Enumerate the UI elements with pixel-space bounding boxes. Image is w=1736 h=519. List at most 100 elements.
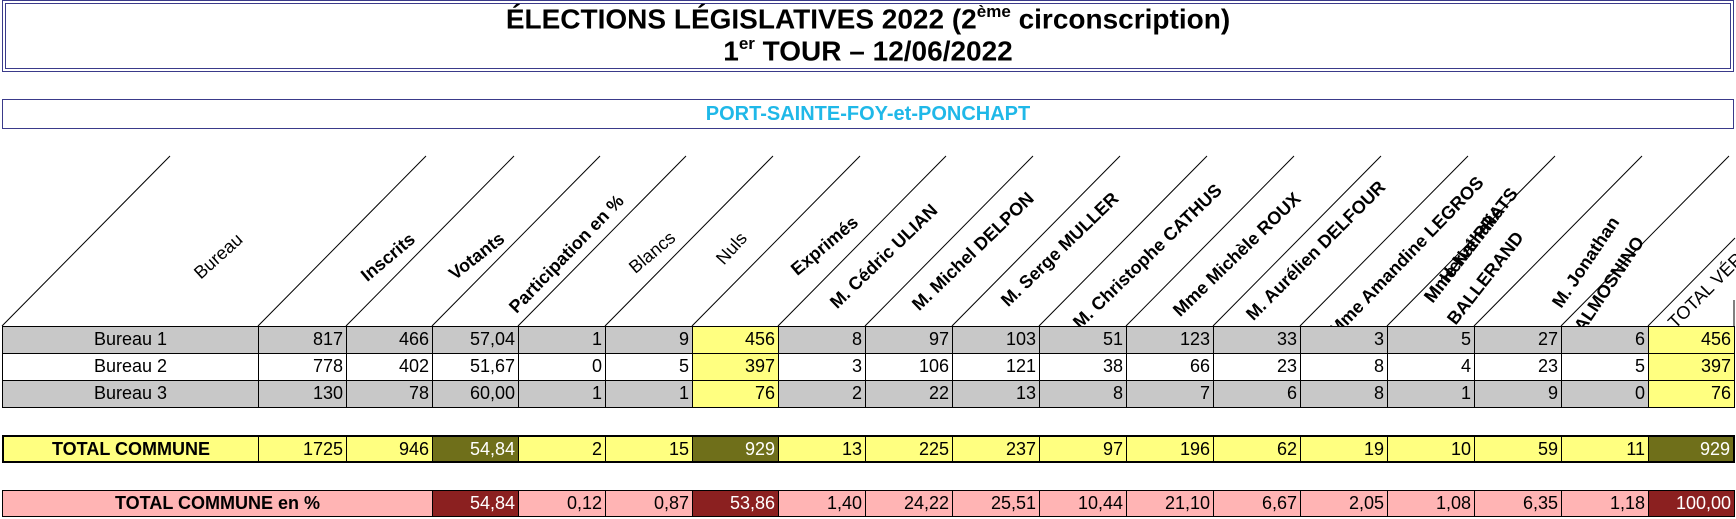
table-cell: 1 — [518, 326, 606, 354]
table-cell: 4 — [1387, 353, 1475, 381]
percent-cell: 1,08 — [1387, 490, 1475, 517]
header-divider-line — [1, 155, 171, 327]
total-cell: 97 — [1039, 435, 1127, 463]
table-cell: 778 — [258, 353, 347, 381]
column-header: Bureau — [190, 229, 247, 283]
total-cell: 946 — [346, 435, 433, 463]
column-header: Exprimés — [787, 211, 862, 280]
table-cell: 23 — [1474, 353, 1562, 381]
table-cell: 0 — [1561, 380, 1649, 408]
title-line-1: ÉLECTIONS LÉGISLATIVES 2022 (2ème circon… — [505, 2, 1231, 35]
total-cell: 929 — [692, 435, 779, 463]
total-cell: 2 — [518, 435, 606, 463]
percent-cell: 10,44 — [1039, 490, 1127, 517]
table-cell: 76 — [692, 380, 779, 408]
table-cell: 121 — [952, 353, 1040, 381]
total-cell: 237 — [952, 435, 1040, 463]
table-cell: 2 — [778, 380, 866, 408]
table-cell: 1 — [605, 380, 693, 408]
title-line-2: 1er TOUR – 12/06/2022 — [723, 34, 1013, 67]
percent-label: TOTAL COMMUNE en % — [2, 490, 433, 517]
total-cell: 15 — [605, 435, 693, 463]
table-cell: 8 — [1300, 380, 1388, 408]
table-cell: 103 — [952, 326, 1040, 354]
percent-cell: 25,51 — [952, 490, 1040, 517]
table-cell: 7 — [1126, 380, 1214, 408]
table-cell: 817 — [258, 326, 347, 354]
column-header: TOTAL VÉRIF — [1664, 237, 1736, 333]
column-header: Participation en % — [505, 190, 628, 317]
total-cell: 1725 — [258, 435, 347, 463]
percent-cell: 24,22 — [865, 490, 953, 517]
table-cell: 130 — [258, 380, 347, 408]
table-cell: 0 — [518, 353, 606, 381]
column-header: Votants — [445, 228, 509, 284]
total-cell: 225 — [865, 435, 953, 463]
table-cell: 397 — [1648, 353, 1735, 381]
table-cell: 8 — [1039, 380, 1127, 408]
title-box: ÉLECTIONS LÉGISLATIVES 2022 (2ème circon… — [2, 0, 1734, 72]
table-cell: 1 — [518, 380, 606, 408]
table-cell: 3 — [1300, 326, 1388, 354]
table-cell: 57,04 — [432, 326, 519, 354]
table-cell: 6 — [1213, 380, 1301, 408]
table-cell: 23 — [1213, 353, 1301, 381]
table-cell: 106 — [865, 353, 953, 381]
table-cell: 397 — [692, 353, 779, 381]
table-cell: 402 — [346, 353, 433, 381]
percent-cell: 0,87 — [605, 490, 693, 517]
percent-cell: 6,35 — [1474, 490, 1562, 517]
table-cell: 456 — [692, 326, 779, 354]
total-cell: 59 — [1474, 435, 1562, 463]
total-cell: 62 — [1213, 435, 1301, 463]
table-cell: 27 — [1474, 326, 1562, 354]
table-cell: 5 — [605, 353, 693, 381]
table-cell: 76 — [1648, 380, 1735, 408]
total-cell: 54,84 — [432, 435, 519, 463]
percent-cell: 100,00 — [1648, 490, 1735, 517]
total-cell: 13 — [778, 435, 866, 463]
column-header: Blancs — [625, 227, 680, 278]
table-cell: 6 — [1561, 326, 1649, 354]
table-cell: 51 — [1039, 326, 1127, 354]
percent-cell: 6,67 — [1213, 490, 1301, 517]
total-cell: 19 — [1300, 435, 1388, 463]
table-cell: 51,67 — [432, 353, 519, 381]
table-cell: 5 — [1561, 353, 1649, 381]
total-label: TOTAL COMMUNE — [2, 435, 259, 463]
table-cell: 60,00 — [432, 380, 519, 408]
percent-cell: 1,40 — [778, 490, 866, 517]
percent-cell: 2,05 — [1300, 490, 1388, 517]
total-cell: 10 — [1387, 435, 1475, 463]
column-header: Nuls — [712, 228, 751, 269]
table-cell: 123 — [1126, 326, 1214, 354]
row-label: Bureau 2 — [2, 353, 259, 381]
table-cell: 13 — [952, 380, 1040, 408]
total-cell: 11 — [1561, 435, 1649, 463]
table-cell: 78 — [346, 380, 433, 408]
table-cell: 466 — [346, 326, 433, 354]
row-label: Bureau 1 — [2, 326, 259, 354]
commune-name: PORT-SAINTE-FOY-et-PONCHAPT — [2, 99, 1734, 129]
percent-cell: 54,84 — [432, 490, 519, 517]
table-cell: 3 — [778, 353, 866, 381]
percent-cell: 53,86 — [692, 490, 779, 517]
table-cell: 9 — [1474, 380, 1562, 408]
total-cell: 196 — [1126, 435, 1214, 463]
percent-cell: 1,18 — [1561, 490, 1649, 517]
percent-cell: 0,12 — [518, 490, 606, 517]
table-cell: 22 — [865, 380, 953, 408]
table-cell: 1 — [1387, 380, 1475, 408]
table-cell: 456 — [1648, 326, 1735, 354]
table-cell: 9 — [605, 326, 693, 354]
table-cell: 38 — [1039, 353, 1127, 381]
row-label: Bureau 3 — [2, 380, 259, 408]
table-cell: 97 — [865, 326, 953, 354]
table-cell: 5 — [1387, 326, 1475, 354]
column-header: Inscrits — [357, 228, 419, 286]
total-cell: 929 — [1648, 435, 1735, 463]
table-cell: 66 — [1126, 353, 1214, 381]
table-cell: 8 — [1300, 353, 1388, 381]
table-cell: 8 — [778, 326, 866, 354]
percent-cell: 21,10 — [1126, 490, 1214, 517]
